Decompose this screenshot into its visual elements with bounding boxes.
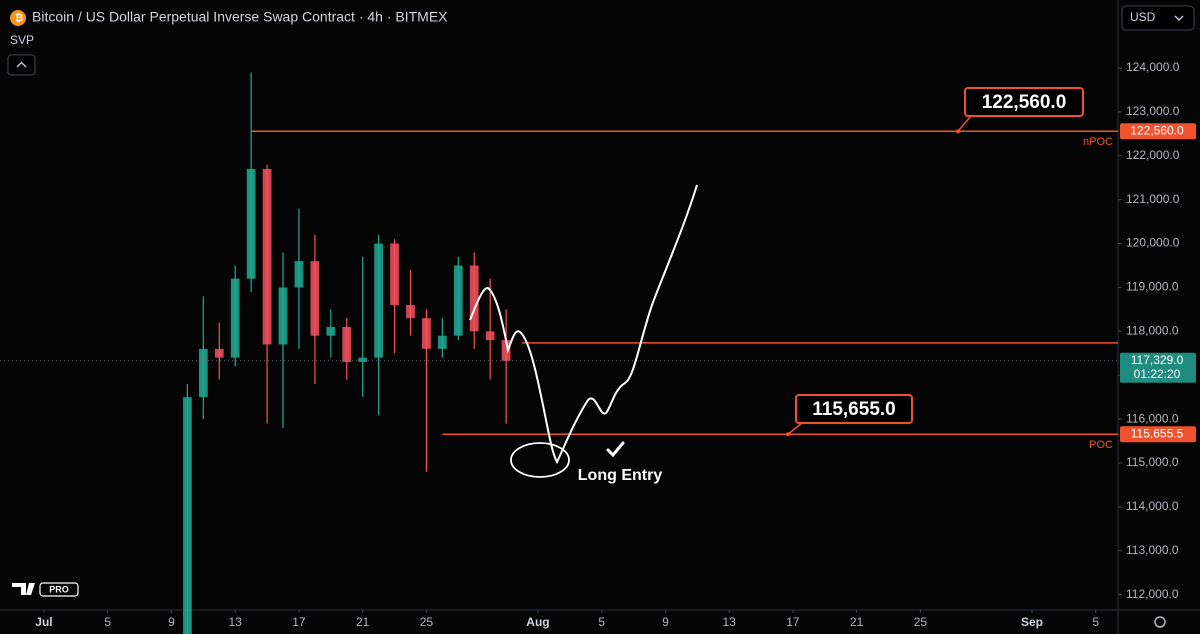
candle-body (262, 168, 272, 345)
last-price-tag (1120, 352, 1196, 383)
annotation-text: 115,655.0 (812, 399, 895, 420)
annotation-box (795, 394, 913, 424)
price-tag-label: 115,655.5 (1131, 426, 1184, 440)
x-tick-label: 5 (104, 615, 111, 629)
candle-body (294, 261, 304, 288)
annotation-anchor (786, 432, 790, 437)
y-tick-label: 112,000.0 (1126, 587, 1179, 601)
level-label: nPOC (1083, 136, 1113, 148)
pro-badge (39, 582, 79, 597)
candle-body (437, 335, 447, 349)
y-tick-label: 120,000.0 (1126, 236, 1180, 250)
x-tick-label: 5 (1092, 615, 1099, 629)
currency-dropdown[interactable] (1121, 5, 1195, 31)
candle-body (374, 243, 383, 358)
candle-body (469, 265, 479, 332)
candle-body (501, 340, 511, 361)
x-tick-label: 21 (850, 615, 864, 629)
y-tick-label: 116,000.0 (1126, 411, 1179, 425)
sketch-ellipse (510, 442, 570, 478)
tv-logo-mark (12, 583, 35, 595)
x-tick-label: 17 (292, 615, 306, 629)
chart-title: Bitcoin / US Dollar Perpetual Inverse Sw… (32, 9, 448, 25)
y-tick-label: 122,000.0 (1126, 148, 1180, 162)
x-tick-label: Sep (1021, 615, 1043, 629)
x-tick-label: Jul (35, 615, 52, 629)
annotation-pointer (957, 115, 972, 132)
y-tick-label: 115,000.0 (1126, 455, 1179, 469)
tv-logo: PRO (12, 582, 79, 597)
candle-body (390, 243, 399, 305)
y-tick-label: 114,000.0 (1126, 499, 1179, 513)
pro-badge-text: PRO (49, 584, 69, 594)
candle-body (342, 326, 352, 363)
candle-body (310, 261, 320, 336)
y-tick-label: 119,000.0 (1126, 280, 1179, 294)
candle-body (183, 397, 192, 634)
y-tick-label: 123,000.0 (1126, 104, 1180, 118)
x-tick-label: 13 (229, 615, 243, 629)
collapse-button[interactable] (7, 54, 36, 76)
indicator-label[interactable]: SVP (10, 33, 34, 47)
coin-icon (10, 10, 26, 26)
x-tick-label: 9 (168, 615, 175, 629)
annotation-box (964, 87, 1084, 117)
x-tick-label: Aug (526, 615, 549, 629)
candle-body (406, 305, 415, 319)
x-tick-label: 25 (914, 615, 928, 629)
x-tick-label: 13 (723, 615, 737, 629)
countdown-label: 01:22:20 (1134, 367, 1181, 381)
coin-icon-glyph: ₿ (15, 12, 23, 24)
currency-label: USD (1130, 10, 1156, 24)
checkmark (606, 441, 625, 458)
annotation-anchor (956, 129, 960, 134)
sketch-path (469, 184, 698, 465)
x-tick-label: 9 (662, 615, 669, 629)
candle-body (230, 278, 240, 358)
x-tick-label: 25 (420, 615, 434, 629)
candle-body (278, 287, 288, 345)
collapse-icon (16, 61, 27, 68)
candle-body (214, 348, 224, 358)
last-price-label: 117,329.0 (1131, 353, 1184, 367)
annotation-text: Long Entry (578, 467, 663, 484)
x-tick-label: 21 (356, 615, 370, 629)
candle-body (358, 357, 368, 363)
candle-body (326, 326, 336, 336)
y-tick-label: 113,000.0 (1126, 543, 1179, 557)
price-tag-label: 122,560.0 (1130, 123, 1184, 137)
x-tick-label: 17 (786, 615, 800, 629)
y-tick-label: 121,000.0 (1126, 192, 1180, 206)
settings-icon[interactable] (1154, 616, 1166, 628)
candle-body (246, 168, 256, 279)
dropdown-arrow (1174, 15, 1184, 21)
x-tick-label: 5 (598, 615, 605, 629)
candle-body (485, 331, 495, 341)
candle-body (453, 265, 463, 336)
candle-body (198, 348, 208, 398)
level-label: POC (1089, 439, 1113, 451)
price-tag (1120, 123, 1196, 140)
annotation-pointer (787, 422, 803, 435)
y-tick-label: 124,000.0 (1126, 60, 1180, 74)
annotation-text: 122,560.0 (982, 92, 1067, 113)
candle-body (422, 318, 431, 349)
y-tick-label: 118,000.0 (1126, 324, 1179, 338)
plot-area: nPOC POC 122,560.0 115,655.0 Long Entry (0, 72, 1118, 634)
price-tag (1120, 426, 1196, 443)
